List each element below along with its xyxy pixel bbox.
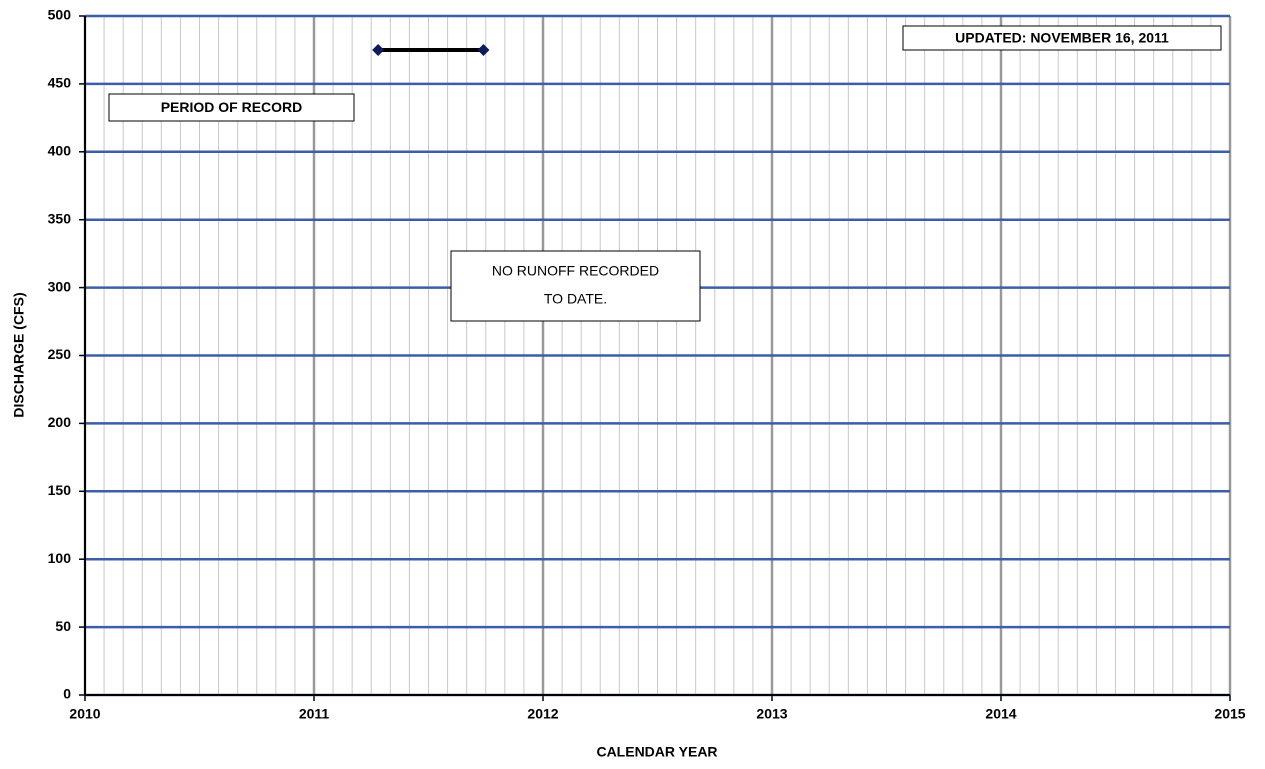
x-tick-label: 2013 <box>756 706 787 722</box>
x-tick-label: 2014 <box>985 706 1016 722</box>
y-tick-label: 50 <box>55 618 71 634</box>
y-tick-label: 0 <box>63 686 71 702</box>
x-tick-label: 2010 <box>69 706 100 722</box>
y-tick-label: 350 <box>48 210 72 226</box>
x-tick-label: 2015 <box>1214 706 1245 722</box>
y-tick-label: 450 <box>48 75 72 91</box>
y-tick-label: 200 <box>48 414 72 430</box>
annotation-box <box>450 250 701 322</box>
point-marker <box>477 43 490 56</box>
annotation-text: UPDATED: NOVEMBER 16, 2011 <box>955 30 1169 46</box>
annotation-text: NO RUNOFF RECORDED <box>492 263 659 279</box>
annotation-box <box>108 93 355 122</box>
y-tick-label: 100 <box>48 550 72 566</box>
x-tick-label: 2012 <box>527 706 558 722</box>
y-axis-label: DISCHARGE (CFS) <box>11 292 27 417</box>
x-axis-label: CALENDAR YEAR <box>596 744 717 760</box>
x-tick-label: 2011 <box>299 706 330 722</box>
y-tick-label: 300 <box>48 278 72 294</box>
y-tick-label: 500 <box>48 7 72 23</box>
annotation-text: TO DATE. <box>544 291 607 307</box>
y-tick-label: 400 <box>48 143 72 159</box>
annotation-text: PERIOD OF RECORD <box>161 99 303 115</box>
y-tick-label: 250 <box>48 346 72 362</box>
y-tick-label: 150 <box>48 482 72 498</box>
point-marker <box>372 43 385 56</box>
annotation-box <box>902 25 1222 51</box>
